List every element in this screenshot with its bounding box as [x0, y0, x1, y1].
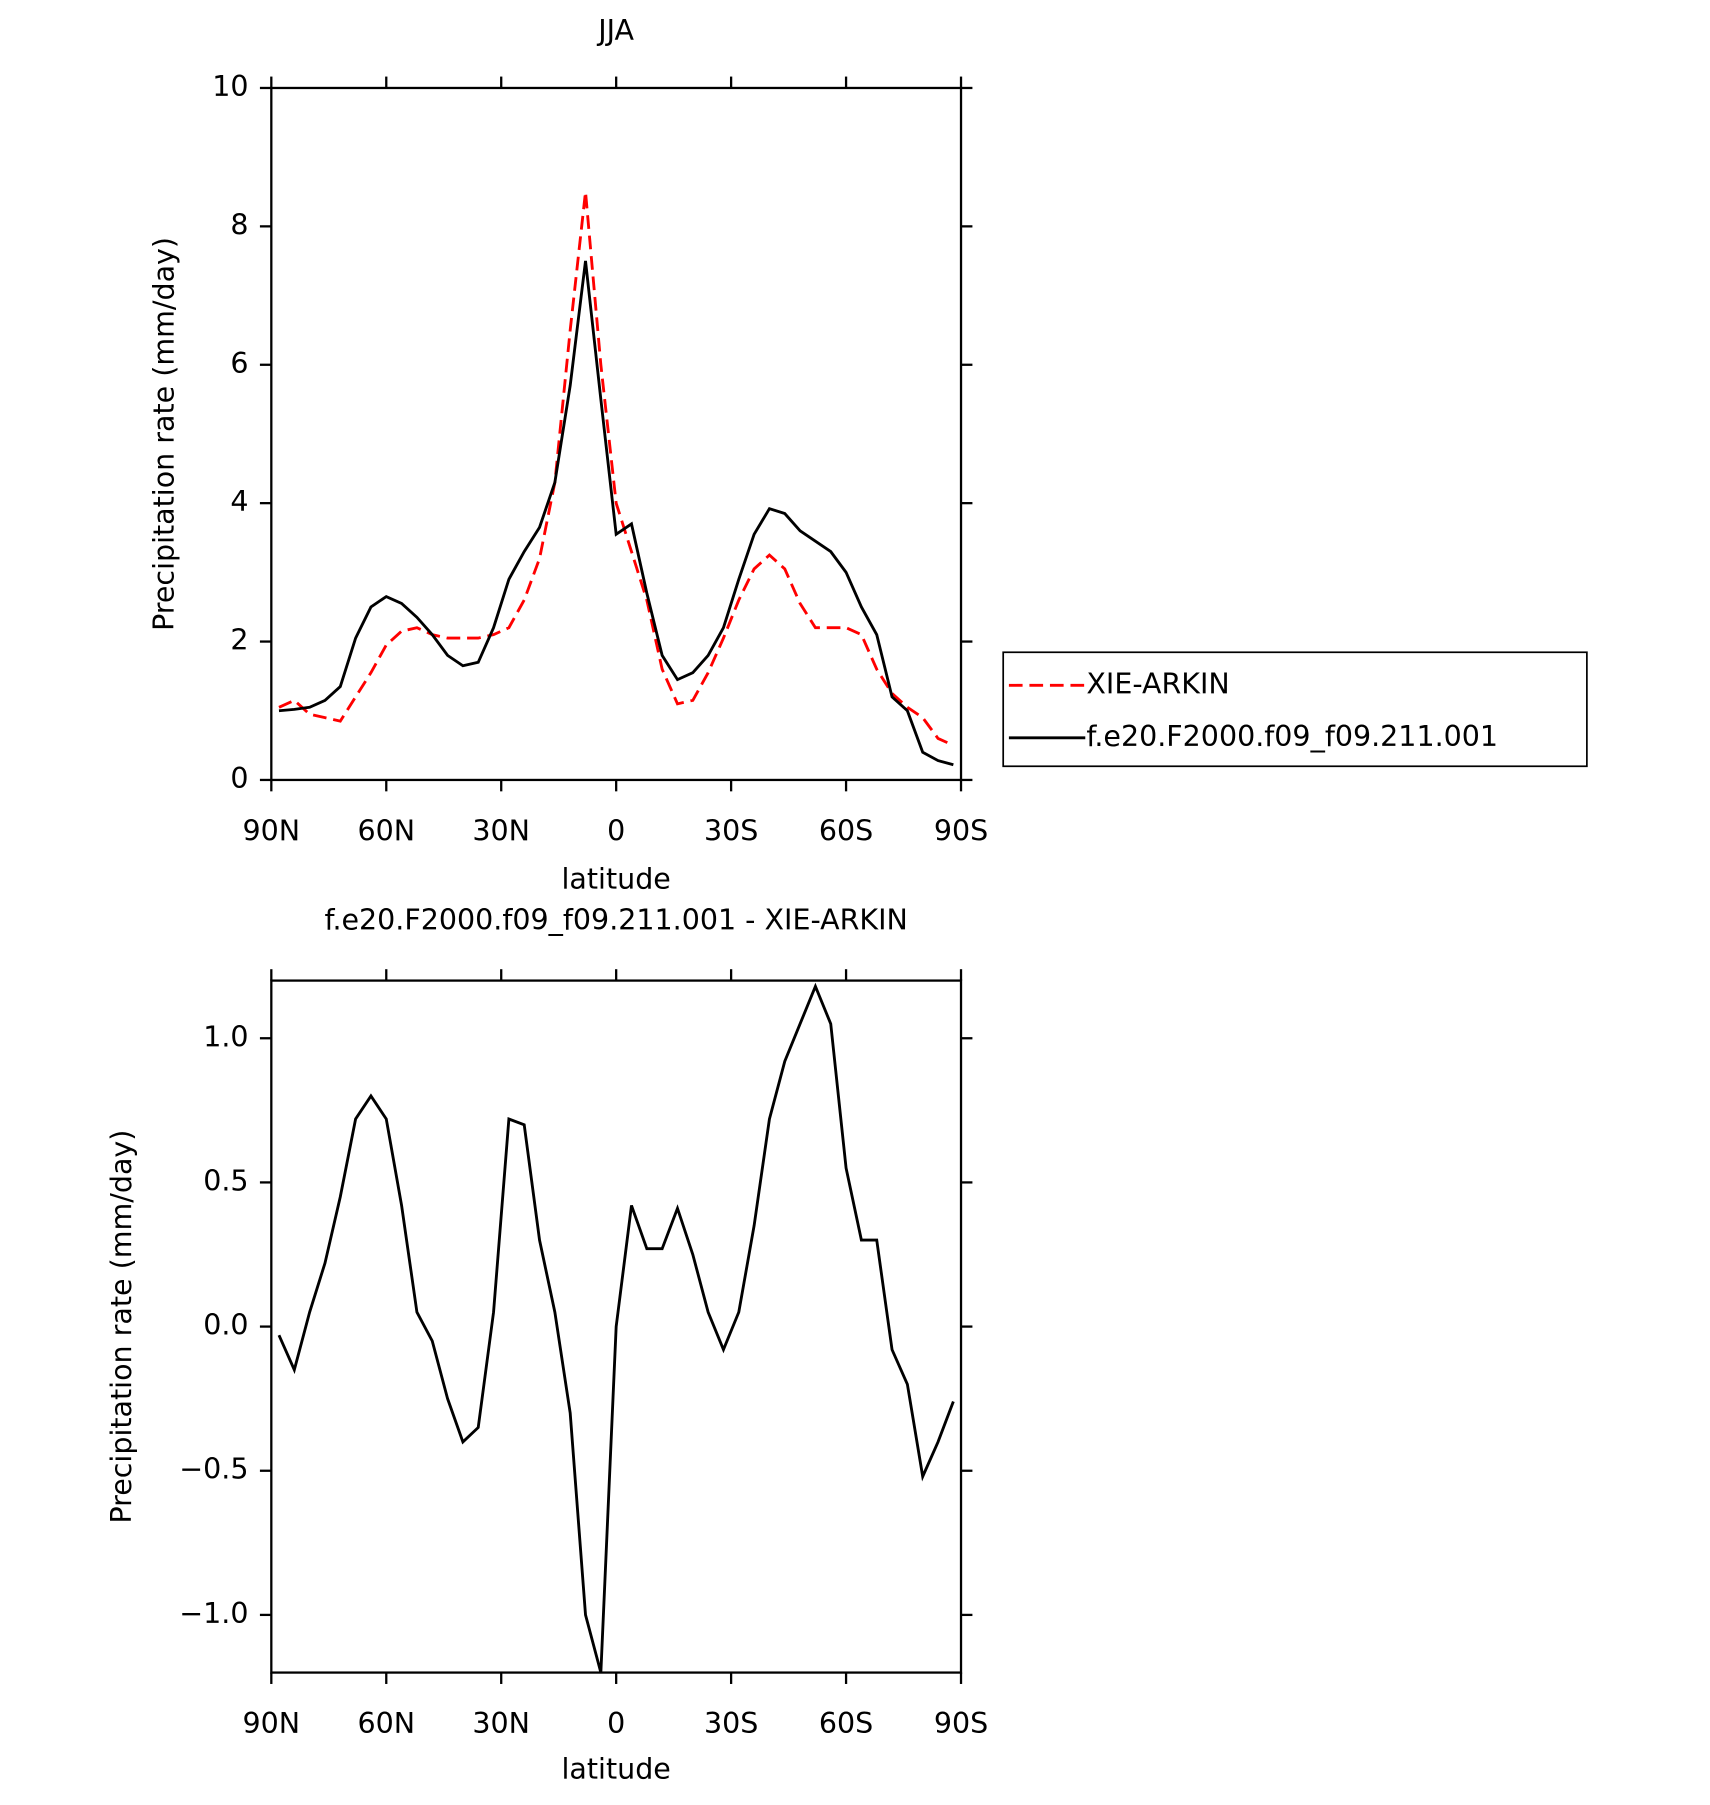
x-axis-label: latitude — [561, 1753, 670, 1786]
chart-title: JJA — [596, 14, 634, 47]
x-tick-label: 90S — [934, 1707, 988, 1740]
legend-label: XIE-ARKIN — [1086, 667, 1229, 700]
x-tick-label: 60N — [357, 814, 415, 847]
y-tick-label: 8 — [230, 208, 248, 241]
chart-title: f.e20.F2000.f09_f09.211.001 - XIE-ARKIN — [324, 903, 907, 936]
y-tick-label: 0 — [230, 762, 248, 795]
y-tick-label: 2 — [230, 624, 248, 657]
y-tick-label: 4 — [230, 485, 248, 518]
x-tick-label: 60S — [819, 1707, 873, 1740]
x-tick-label: 90S — [934, 814, 988, 847]
y-tick-label: −0.5 — [179, 1453, 248, 1486]
x-tick-label: 30N — [472, 1707, 530, 1740]
y-tick-label: 0.5 — [203, 1164, 248, 1197]
y-tick-label: 6 — [230, 347, 248, 380]
data-line — [278, 260, 954, 767]
legend-label: f.e20.F2000.f09_f09.211.001 — [1086, 720, 1498, 753]
y-tick-label: 1.0 — [203, 1020, 248, 1053]
x-tick-label: 0 — [607, 814, 625, 847]
legend-box — [1002, 651, 1588, 768]
y-tick-label: 0.0 — [203, 1309, 248, 1342]
x-axis-label: latitude — [561, 862, 670, 895]
y-axis-label: Precipitation rate (mm/day) — [147, 237, 180, 631]
y-axis-label: Precipitation rate (mm/day) — [105, 1130, 138, 1524]
plot-frame — [270, 86, 963, 782]
y-tick-label: 10 — [212, 70, 248, 103]
x-tick-label: 30N — [472, 814, 530, 847]
y-tick-label: −1.0 — [179, 1597, 248, 1630]
data-line — [278, 191, 954, 747]
data-line — [277, 982, 955, 1673]
x-tick-label: 30S — [704, 1707, 758, 1740]
x-tick-label: 90N — [243, 1707, 301, 1740]
x-tick-label: 30S — [704, 814, 758, 847]
x-tick-label: 90N — [243, 814, 301, 847]
x-tick-label: 0 — [607, 1707, 625, 1740]
x-tick-label: 60S — [819, 814, 873, 847]
x-tick-label: 60N — [357, 1707, 415, 1740]
